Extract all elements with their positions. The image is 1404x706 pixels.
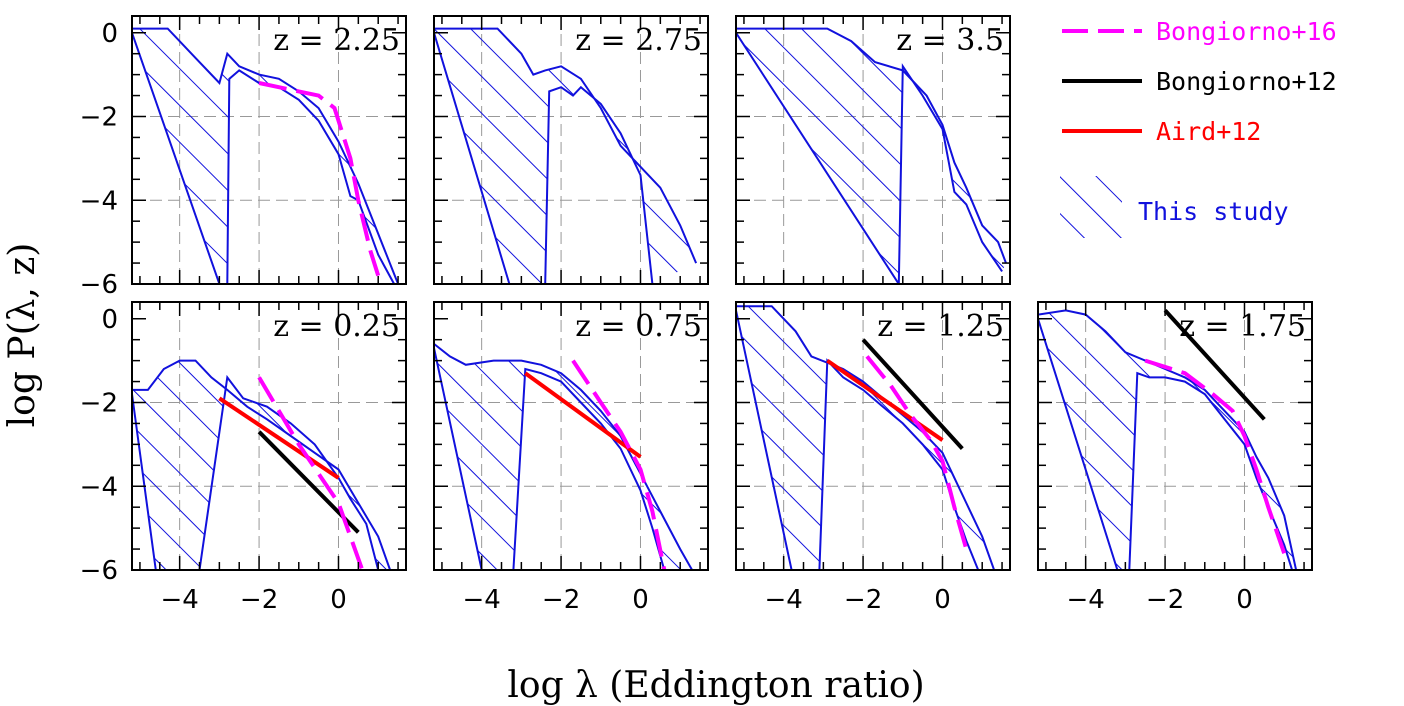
x-tick-label: 0 [632,585,649,615]
band-fill [132,360,391,570]
y-tick-label: −6 [80,270,118,300]
band-fill [736,306,995,570]
y-tick-label: −4 [80,472,118,502]
x-tick-label: −2 [1146,585,1184,615]
this-study-band [736,27,1007,284]
band-lower-edge [434,32,654,284]
this-study-band [434,27,698,284]
panel-frame [735,15,1011,285]
band-fill [434,343,693,570]
x-tick-label: −2 [844,585,882,615]
bongiorno12-line [1163,309,1266,421]
tick-labels-layer: 0 −2 −4 −6 0 −2 −4 −6 −4 −2 0 −4 −2 0 −4 −2 0 −4 −2 0 [80,19,1253,615]
bongiorno16-line [1144,358,1287,554]
aird12-line [218,396,340,480]
panel-z-label: z = 0.75 [575,309,702,344]
panel-z-label: z = 0.25 [273,309,400,344]
panel-frame [131,15,407,285]
aird12-line [826,358,944,442]
band-fill [1038,310,1297,570]
panel-z-label: z = 1.75 [1179,309,1306,344]
y-tick-label: −6 [80,556,118,586]
band-fill [736,28,1006,284]
legend: Bongiorno+16 Bongiorno+12 Aird+12 This s… [1060,17,1337,238]
legend-swatch-this-study [1060,176,1122,238]
bongiorno16-line [257,376,365,570]
panel-frame [735,301,1011,571]
bongiorno12-line [861,338,964,450]
ticks [736,302,1010,571]
y-axis-title: log P(λ, z) [2,243,43,428]
panel-frame [131,301,407,571]
y-tick-label: −2 [80,389,118,419]
panel-z-0-75: z = 0.75 [433,301,709,571]
this-study-band [132,359,392,570]
legend-label-this-study: This study [1138,197,1289,226]
x-tick-label: 0 [934,585,951,615]
x-tick-label: −4 [160,585,198,615]
band-upper-edge [132,359,392,570]
y-tick-label: 0 [101,19,118,49]
ticks [1038,302,1312,571]
aird12-line [524,371,642,459]
panel-z-1-75: z = 1.75 [1037,301,1313,571]
band-lower-edge [736,32,1003,284]
ticks [132,16,406,285]
x-tick-label: 0 [330,585,347,615]
band-lower-edge [132,374,380,570]
band-lower-edge [434,347,666,570]
ticks [434,16,708,285]
panel-frame [433,301,709,571]
x-tick-label: −4 [462,585,500,615]
legend-label-bongiorno12: Bongiorno+12 [1156,67,1337,96]
y-tick-label: 0 [101,305,118,335]
x-tick-label: −2 [240,585,278,615]
band-fill [434,28,697,284]
band-fill [132,28,399,284]
bongiorno16-line [258,81,381,277]
panel-z-3-5: z = 3.5 [735,15,1011,285]
panel-frame [433,15,709,285]
panel-z-0-25: z = 0.25 [131,301,407,571]
x-tick-label: −2 [542,585,580,615]
x-tick-label: 0 [1236,585,1253,615]
x-tick-label: −4 [764,585,802,615]
y-tick-label: −4 [80,186,118,216]
panel-z-2-25: z = 2.25 [131,15,407,285]
panel-z-label: z = 2.25 [273,23,400,58]
ticks [132,302,406,571]
x-axis-title: log λ (Eddington ratio) [507,665,924,706]
this-study-band [736,305,996,570]
this-study-band [132,27,400,284]
band-upper-edge [1038,309,1298,570]
band-upper-edge [434,343,693,570]
panel-frame [1037,301,1313,571]
panel-z-label: z = 2.75 [575,23,702,58]
band-upper-edge [434,27,698,264]
this-study-band [434,343,693,570]
bongiorno16-line [865,355,969,550]
legend-label-bongiorno16: Bongiorno+16 [1156,17,1337,46]
panel-z-label: z = 1.25 [877,309,1004,344]
panel-z-1-25: z = 1.25 [735,301,1011,571]
y-tick-label: −2 [80,103,118,133]
ticks [434,302,708,571]
this-study-band [1038,309,1298,570]
ticks [736,16,1010,285]
panels-layer: z = 2.25 z = 2.75 z = 3.5 z = 0.25 z = 0.75 z… [131,15,1313,571]
x-tick-label: −4 [1066,585,1104,615]
panel-z-label: z = 3.5 [896,23,1004,58]
band-upper-edge [736,27,1007,264]
panel-z-2-75: z = 2.75 [433,15,709,285]
legend-label-aird12: Aird+12 [1156,117,1261,146]
bongiorno16-line [571,359,667,570]
